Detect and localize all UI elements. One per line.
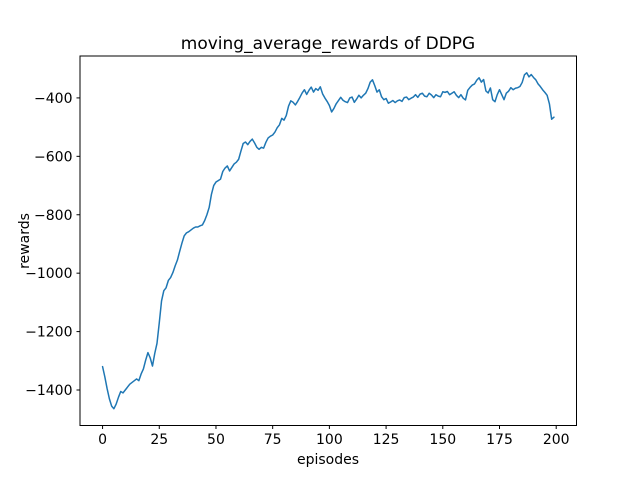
y-tick-label: −600 — [34, 149, 72, 165]
y-tick-label: −1400 — [25, 383, 72, 399]
x-tick-label: 200 — [543, 432, 570, 448]
x-tick-label: 125 — [373, 432, 400, 448]
y-axis-ticks: −400 −600 −800 −1000 −1200 −1400 — [25, 91, 80, 399]
x-axis-ticks: 0 25 50 75 100 125 150 175 200 — [98, 425, 570, 448]
reward-line-series — [101, 72, 555, 410]
x-tick-label: 150 — [429, 432, 456, 448]
chart-title: moving_average_rewards of DDPG — [181, 34, 475, 54]
x-tick-label: 25 — [150, 432, 168, 448]
x-tick-label: 0 — [98, 432, 107, 448]
x-tick-label: 175 — [486, 432, 513, 448]
y-tick-label: −1200 — [25, 325, 72, 341]
x-tick-label: 75 — [264, 432, 282, 448]
y-tick-label: −400 — [34, 91, 72, 107]
y-tick-label: −800 — [34, 208, 72, 224]
line-moving_average_rewards — [101, 72, 555, 410]
x-tick-label: 50 — [207, 432, 225, 448]
axes-frame — [79, 55, 577, 426]
x-tick-label: 100 — [316, 432, 343, 448]
y-axis-label: rewards — [17, 213, 33, 269]
y-tick-label: −1000 — [25, 266, 72, 282]
x-axis-label: episodes — [297, 452, 359, 468]
